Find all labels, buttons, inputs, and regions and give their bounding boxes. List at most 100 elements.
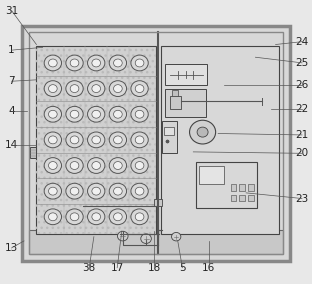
Text: 7: 7 xyxy=(8,76,15,86)
Bar xyxy=(22,26,290,261)
Bar xyxy=(231,195,236,201)
Circle shape xyxy=(66,55,83,71)
Circle shape xyxy=(70,213,79,221)
Circle shape xyxy=(114,59,122,67)
Circle shape xyxy=(197,127,208,137)
Circle shape xyxy=(48,136,57,144)
Circle shape xyxy=(66,209,83,225)
Text: 38: 38 xyxy=(83,263,96,273)
Circle shape xyxy=(88,158,105,174)
Circle shape xyxy=(114,85,122,93)
Text: 24: 24 xyxy=(295,37,309,47)
Circle shape xyxy=(44,81,61,97)
Circle shape xyxy=(109,158,127,174)
Circle shape xyxy=(114,162,122,170)
Circle shape xyxy=(114,213,122,221)
Bar xyxy=(161,46,279,234)
Text: 22: 22 xyxy=(295,105,309,114)
Circle shape xyxy=(70,187,79,195)
Circle shape xyxy=(135,136,144,144)
Bar xyxy=(172,90,178,96)
Circle shape xyxy=(92,110,100,118)
Bar xyxy=(239,195,245,201)
Text: 13: 13 xyxy=(5,243,18,253)
Circle shape xyxy=(114,187,122,195)
Circle shape xyxy=(92,187,100,195)
Circle shape xyxy=(131,132,148,148)
Circle shape xyxy=(109,106,127,122)
Circle shape xyxy=(70,162,79,170)
Circle shape xyxy=(66,158,83,174)
Circle shape xyxy=(135,110,144,118)
Circle shape xyxy=(44,106,61,122)
Circle shape xyxy=(48,59,57,67)
Circle shape xyxy=(131,106,148,122)
Circle shape xyxy=(131,183,148,199)
Text: 16: 16 xyxy=(202,263,215,273)
Circle shape xyxy=(135,59,144,67)
Bar xyxy=(22,26,290,261)
Text: 4: 4 xyxy=(8,106,15,116)
Circle shape xyxy=(109,183,127,199)
Text: 31: 31 xyxy=(5,6,18,16)
Bar xyxy=(29,230,283,254)
Circle shape xyxy=(109,209,127,225)
Circle shape xyxy=(48,187,57,195)
Circle shape xyxy=(92,213,100,221)
Circle shape xyxy=(44,158,61,174)
Circle shape xyxy=(92,85,100,93)
Bar xyxy=(196,162,257,208)
Circle shape xyxy=(66,183,83,199)
Circle shape xyxy=(172,232,181,241)
Bar xyxy=(239,184,245,191)
Bar xyxy=(30,147,37,158)
Circle shape xyxy=(109,55,127,71)
Circle shape xyxy=(44,183,61,199)
Circle shape xyxy=(48,110,57,118)
Circle shape xyxy=(70,136,79,144)
Circle shape xyxy=(48,162,57,170)
Text: 1: 1 xyxy=(8,45,15,55)
Circle shape xyxy=(44,55,61,71)
Circle shape xyxy=(131,209,148,225)
Bar xyxy=(165,64,207,85)
Bar xyxy=(248,184,254,191)
Circle shape xyxy=(109,81,127,97)
Bar xyxy=(231,184,236,191)
Bar xyxy=(248,195,254,201)
Circle shape xyxy=(92,136,100,144)
Text: 17: 17 xyxy=(110,263,124,273)
Text: 20: 20 xyxy=(295,148,309,158)
Circle shape xyxy=(88,132,105,148)
Circle shape xyxy=(44,209,61,225)
Circle shape xyxy=(70,110,79,118)
Circle shape xyxy=(92,162,100,170)
Text: 21: 21 xyxy=(295,130,309,140)
Text: 23: 23 xyxy=(295,193,309,204)
Circle shape xyxy=(131,158,148,174)
Circle shape xyxy=(135,85,144,93)
Circle shape xyxy=(135,187,144,195)
Circle shape xyxy=(131,81,148,97)
Bar xyxy=(29,32,283,254)
Circle shape xyxy=(66,132,83,148)
Bar xyxy=(164,127,174,135)
Text: 26: 26 xyxy=(295,80,309,91)
Circle shape xyxy=(190,120,216,144)
Circle shape xyxy=(135,213,144,221)
Circle shape xyxy=(109,132,127,148)
Circle shape xyxy=(44,132,61,148)
Circle shape xyxy=(131,55,148,71)
Circle shape xyxy=(66,106,83,122)
Circle shape xyxy=(135,162,144,170)
Bar xyxy=(170,96,181,109)
Circle shape xyxy=(114,110,122,118)
Text: 5: 5 xyxy=(179,263,186,273)
Circle shape xyxy=(88,209,105,225)
Bar xyxy=(37,46,156,234)
Circle shape xyxy=(48,85,57,93)
Text: 18: 18 xyxy=(148,263,161,273)
Circle shape xyxy=(88,55,105,71)
Text: 25: 25 xyxy=(295,58,309,68)
Circle shape xyxy=(92,59,100,67)
